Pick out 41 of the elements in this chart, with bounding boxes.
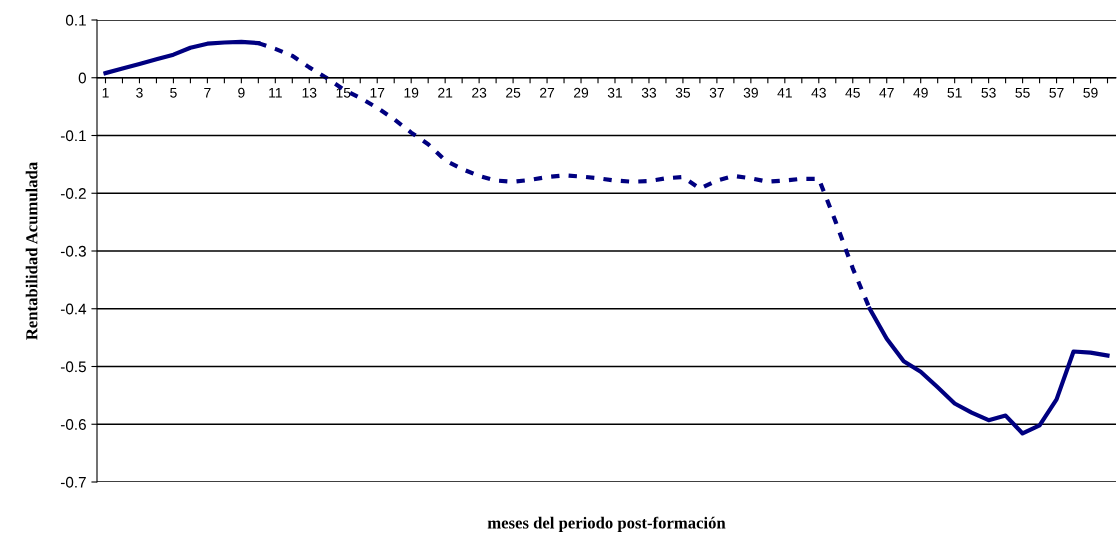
x-tick-label: 29	[574, 87, 589, 98]
y-tick-label: -0.1	[60, 130, 86, 142]
y-tick-label: -0.4	[60, 303, 87, 315]
y-tick-label: -0.7	[60, 476, 86, 488]
x-tick-label: 25	[506, 87, 521, 98]
y-tick-label: 0.1	[65, 14, 86, 26]
x-tick-label: 51	[947, 87, 962, 98]
x-tick-label: 35	[675, 87, 691, 98]
x-tick-label: 1	[102, 87, 109, 98]
x-tick-label: 9	[238, 87, 245, 98]
x-tick-label: 13	[302, 87, 317, 98]
x-tick-label: 53	[981, 87, 996, 98]
x-tick-label: 59	[1083, 87, 1098, 98]
x-tick-label: 15	[336, 87, 351, 98]
x-tick-label: 23	[472, 87, 487, 98]
x-tick-label: 5	[170, 87, 177, 98]
y-tick-label: 0	[78, 72, 86, 84]
y-axis-title: Rentabilidad Acumulada	[25, 162, 38, 340]
x-tick-label: 7	[204, 87, 211, 98]
y-tick-label: -0.2	[60, 188, 86, 199]
y-tick-label: -0.5	[60, 361, 86, 373]
x-tick-label: 17	[370, 87, 385, 98]
x-tick-label: 33	[641, 87, 657, 98]
x-tick-label: 3	[136, 87, 143, 98]
x-tick-label: 55	[1015, 87, 1030, 98]
x-tick-label: 41	[777, 87, 792, 98]
x-tick-label: 27	[540, 87, 555, 98]
x-tick-label: 45	[845, 87, 860, 98]
y-tick-label: -0.3	[60, 245, 86, 257]
x-tick-label: 43	[811, 87, 826, 98]
x-tick-label: 11	[269, 87, 282, 98]
x-tick-label: 39	[743, 87, 758, 98]
x-axis-title: meses del periodo post-formación	[487, 516, 726, 532]
x-tick-label: 37	[709, 87, 724, 98]
x-tick-label: 49	[913, 87, 928, 98]
x-tick-label: 47	[879, 87, 894, 98]
x-tick-label: 31	[607, 87, 623, 98]
x-tick-label: 57	[1049, 87, 1064, 98]
x-tick-label: 21	[438, 87, 453, 98]
x-tick-label: 19	[404, 87, 419, 98]
y-tick-label: -0.6	[60, 419, 86, 430]
